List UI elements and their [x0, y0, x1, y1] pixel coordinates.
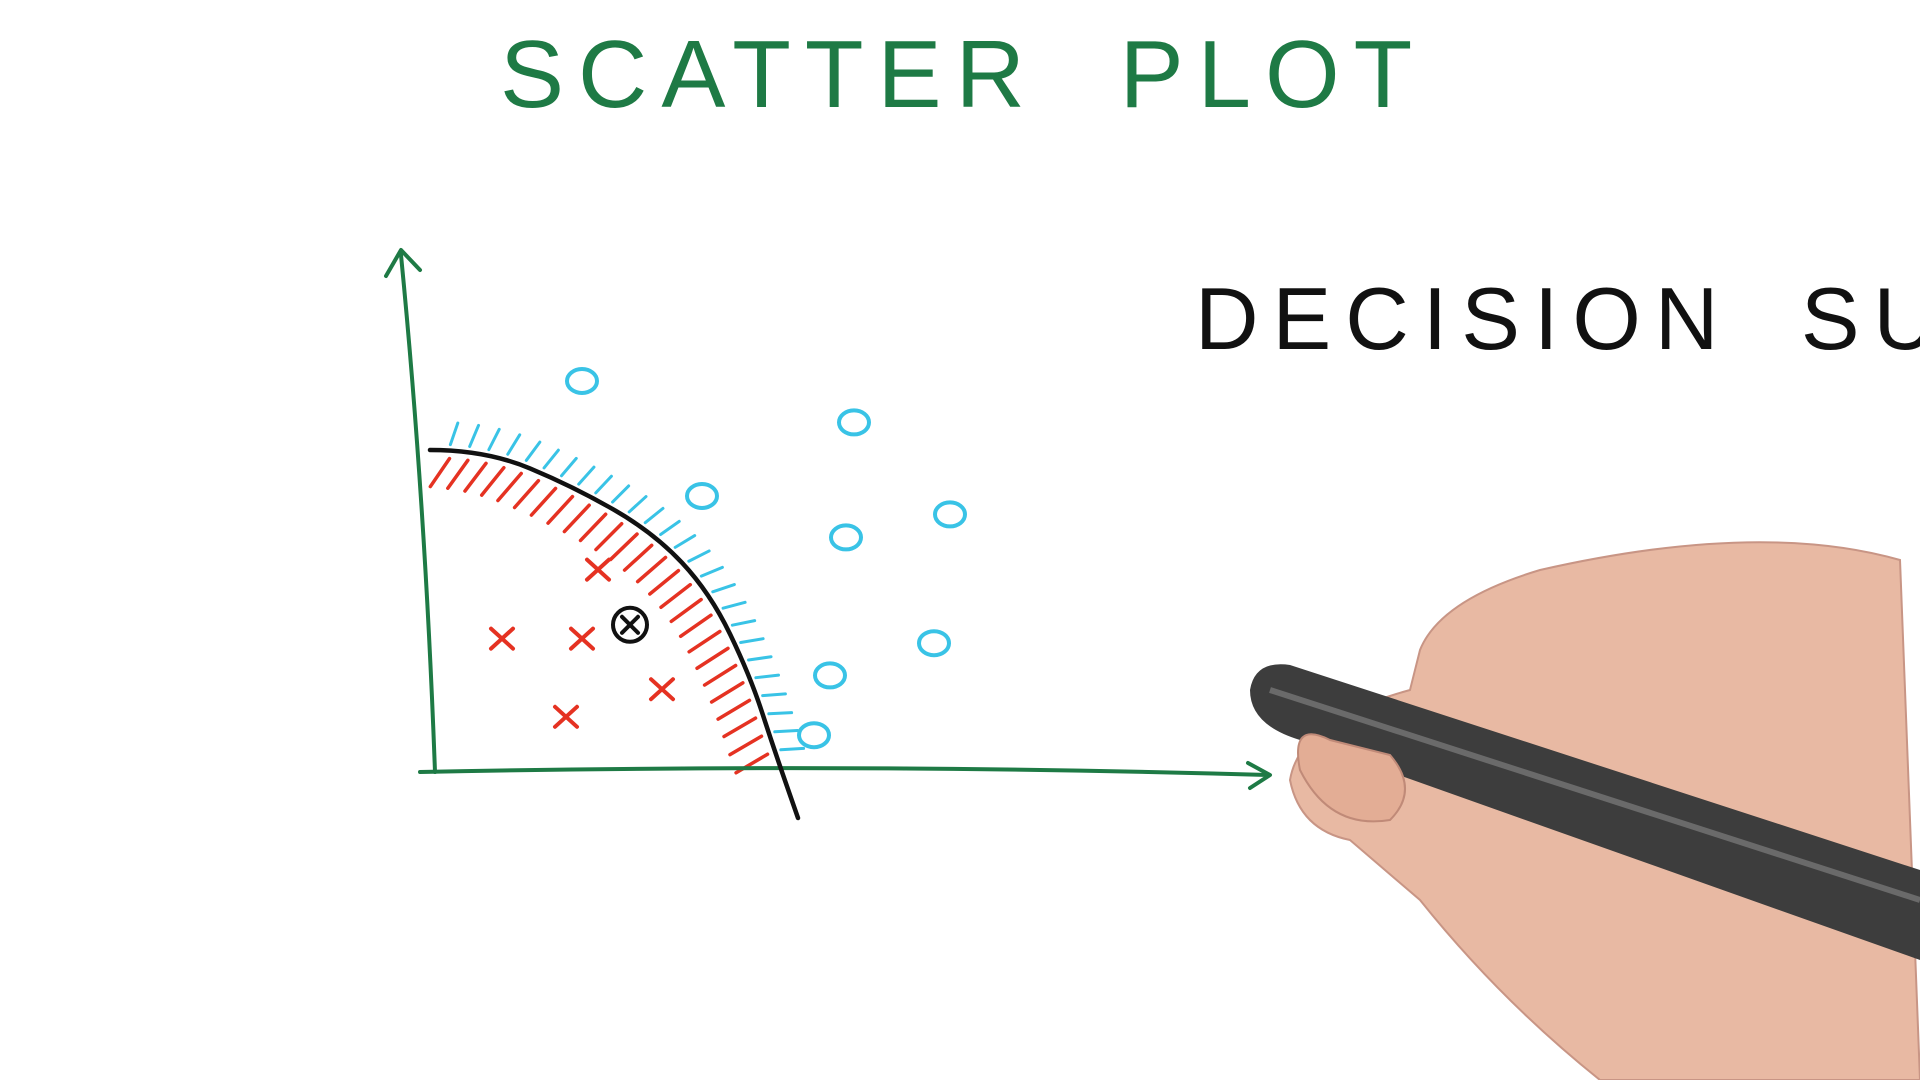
o-point: [837, 408, 871, 437]
outside-hatch: [754, 673, 781, 680]
inside-hatch: [702, 663, 738, 687]
outside-hatch: [643, 506, 665, 525]
inside-hatch: [512, 478, 541, 510]
inside-hatch: [722, 716, 758, 739]
outside-hatch: [659, 519, 681, 537]
outside-hatch: [611, 484, 631, 504]
outside-hatch: [779, 746, 806, 752]
o-point: [829, 523, 863, 552]
page-title: SCATTER PLOT: [500, 21, 1427, 128]
inside-hatch: [479, 465, 506, 497]
o-point: [917, 629, 951, 658]
inside-hatch: [716, 698, 752, 721]
decision-boundary: [427, 447, 801, 821]
hatch-layer: [428, 421, 806, 775]
outside-hatch: [506, 433, 522, 456]
y-axis: [399, 253, 437, 774]
axes: [384, 248, 1272, 790]
inside-hatch: [635, 555, 668, 584]
x-point: [553, 704, 579, 729]
inside-hatch: [669, 597, 703, 624]
o-point: [813, 661, 847, 690]
outside-hatch: [673, 534, 697, 549]
outside-hatch: [767, 711, 794, 716]
inside-hatch: [562, 503, 591, 534]
inside-hatch: [578, 512, 608, 543]
outside-hatch: [559, 456, 578, 478]
inside-hatch: [546, 494, 575, 525]
hand-with-marker: [1250, 541, 1920, 1080]
outside-hatch: [448, 421, 460, 447]
inside-hatch: [659, 582, 693, 610]
outside-hatch: [711, 583, 736, 594]
x-point: [649, 677, 675, 702]
data-points: [489, 367, 967, 750]
outside-hatch: [747, 655, 773, 662]
outside-hatch: [721, 600, 747, 610]
x-point: [585, 557, 611, 582]
outside-hatch: [773, 729, 800, 734]
outside-hatch: [699, 565, 724, 578]
inside-hatch: [678, 613, 713, 639]
inside-hatch: [463, 461, 488, 493]
outside-hatch: [739, 637, 765, 644]
inside-hatch: [622, 543, 654, 572]
inside-hatch: [608, 532, 639, 562]
inside-hatch: [709, 681, 745, 704]
outside-hatch: [542, 448, 560, 470]
inside-hatch: [496, 471, 523, 503]
x-axis: [418, 766, 1270, 777]
query-point: [611, 605, 649, 644]
outside-hatch: [487, 427, 501, 452]
outside-hatch: [730, 619, 757, 627]
x-axis-arrowhead: [1246, 761, 1272, 790]
outside-hatch: [761, 692, 787, 698]
inside-hatch: [529, 486, 558, 517]
y-axis-arrowhead: [384, 248, 422, 278]
o-point: [685, 482, 719, 510]
inside-hatch: [446, 458, 470, 490]
outside-hatch: [594, 474, 613, 495]
inside-hatch: [728, 734, 764, 757]
outside-hatch: [687, 549, 711, 563]
outside-hatch: [627, 495, 648, 514]
x-point: [489, 626, 515, 651]
inside-hatch: [428, 456, 452, 489]
x-point: [569, 626, 595, 651]
inside-hatch: [687, 629, 722, 654]
outside-hatch: [577, 465, 596, 486]
o-point: [797, 721, 831, 750]
o-point: [565, 367, 599, 395]
outside-hatch: [468, 423, 481, 448]
decision-surface-label: DECISION SURFACE: [1195, 269, 1920, 368]
inside-hatch: [648, 568, 681, 596]
outside-hatch: [524, 440, 542, 462]
inside-hatch: [594, 521, 624, 552]
o-point: [933, 500, 967, 529]
inside-hatch: [695, 646, 730, 671]
